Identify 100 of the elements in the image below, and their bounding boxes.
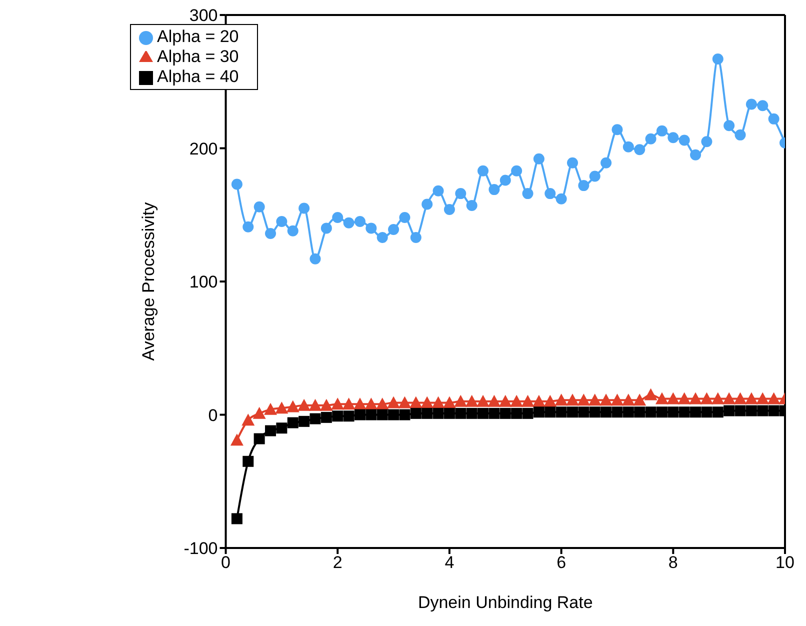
point bbox=[366, 222, 377, 234]
point bbox=[444, 204, 455, 216]
point bbox=[422, 198, 433, 210]
point bbox=[388, 409, 400, 420]
point bbox=[511, 165, 522, 176]
point bbox=[320, 398, 333, 411]
point bbox=[533, 153, 544, 164]
x-tick-label: 6 bbox=[556, 553, 566, 572]
point bbox=[376, 232, 388, 244]
x-tick-label: 0 bbox=[221, 553, 230, 572]
point bbox=[712, 406, 724, 418]
point bbox=[343, 217, 354, 228]
point bbox=[478, 165, 489, 176]
point bbox=[275, 402, 288, 414]
point bbox=[332, 212, 344, 224]
point bbox=[276, 216, 288, 228]
point bbox=[544, 394, 557, 407]
point bbox=[264, 402, 278, 415]
point bbox=[254, 433, 265, 444]
point bbox=[265, 425, 276, 436]
point bbox=[444, 408, 455, 419]
point bbox=[634, 406, 646, 418]
point bbox=[724, 120, 735, 132]
point bbox=[478, 408, 489, 419]
point bbox=[756, 392, 770, 404]
point bbox=[544, 188, 556, 200]
point bbox=[420, 396, 434, 408]
point bbox=[332, 410, 344, 422]
point bbox=[376, 398, 389, 410]
point bbox=[498, 394, 512, 407]
y-tick-label: 100 bbox=[189, 272, 218, 292]
point bbox=[633, 394, 646, 406]
point bbox=[578, 180, 590, 192]
point bbox=[578, 406, 590, 418]
point bbox=[644, 388, 658, 400]
point bbox=[554, 394, 568, 406]
point bbox=[252, 406, 266, 419]
point bbox=[589, 170, 600, 182]
point bbox=[655, 392, 668, 404]
point bbox=[500, 408, 511, 419]
point bbox=[231, 178, 242, 190]
point bbox=[409, 396, 422, 408]
point bbox=[364, 398, 378, 410]
point bbox=[399, 409, 410, 420]
point bbox=[645, 406, 656, 418]
point bbox=[466, 200, 478, 212]
point bbox=[566, 406, 578, 418]
point bbox=[465, 394, 478, 407]
point bbox=[254, 201, 265, 212]
point bbox=[510, 394, 524, 407]
point bbox=[712, 53, 724, 64]
y-tick-label: -100 bbox=[184, 539, 218, 558]
point bbox=[610, 394, 624, 406]
point bbox=[454, 394, 468, 407]
point bbox=[354, 216, 366, 228]
point bbox=[522, 188, 534, 200]
point bbox=[399, 212, 410, 224]
point bbox=[589, 406, 600, 418]
point bbox=[455, 408, 466, 419]
point bbox=[231, 513, 242, 524]
point bbox=[734, 405, 746, 416]
point bbox=[320, 412, 332, 423]
point bbox=[645, 133, 656, 144]
y-tick-label: 200 bbox=[189, 139, 218, 158]
point bbox=[376, 409, 388, 420]
legend-label: Alpha = 30 bbox=[157, 47, 239, 66]
point bbox=[656, 125, 668, 136]
point bbox=[354, 409, 366, 420]
point bbox=[522, 408, 534, 419]
point bbox=[388, 224, 400, 236]
point bbox=[432, 185, 444, 196]
point bbox=[287, 417, 298, 428]
point bbox=[757, 100, 768, 112]
point bbox=[588, 394, 602, 406]
point bbox=[242, 221, 254, 232]
point bbox=[320, 222, 332, 234]
y-tick-label: 300 bbox=[189, 6, 218, 26]
point bbox=[387, 396, 400, 408]
point bbox=[343, 410, 354, 422]
point bbox=[442, 396, 456, 408]
point bbox=[488, 184, 500, 196]
point bbox=[556, 406, 567, 418]
point bbox=[711, 392, 724, 404]
point bbox=[678, 134, 690, 146]
point bbox=[768, 113, 780, 124]
point bbox=[286, 400, 300, 412]
point bbox=[746, 98, 757, 110]
point bbox=[690, 149, 702, 160]
point bbox=[298, 202, 310, 214]
point bbox=[734, 129, 746, 140]
x-tick-label: 10 bbox=[776, 553, 794, 572]
point bbox=[242, 456, 254, 467]
point bbox=[455, 188, 466, 200]
point bbox=[353, 398, 366, 410]
point bbox=[666, 392, 680, 404]
x-tick-label: 4 bbox=[444, 553, 454, 572]
point bbox=[722, 392, 736, 404]
point bbox=[612, 406, 623, 418]
point bbox=[757, 405, 768, 416]
point bbox=[432, 396, 445, 408]
